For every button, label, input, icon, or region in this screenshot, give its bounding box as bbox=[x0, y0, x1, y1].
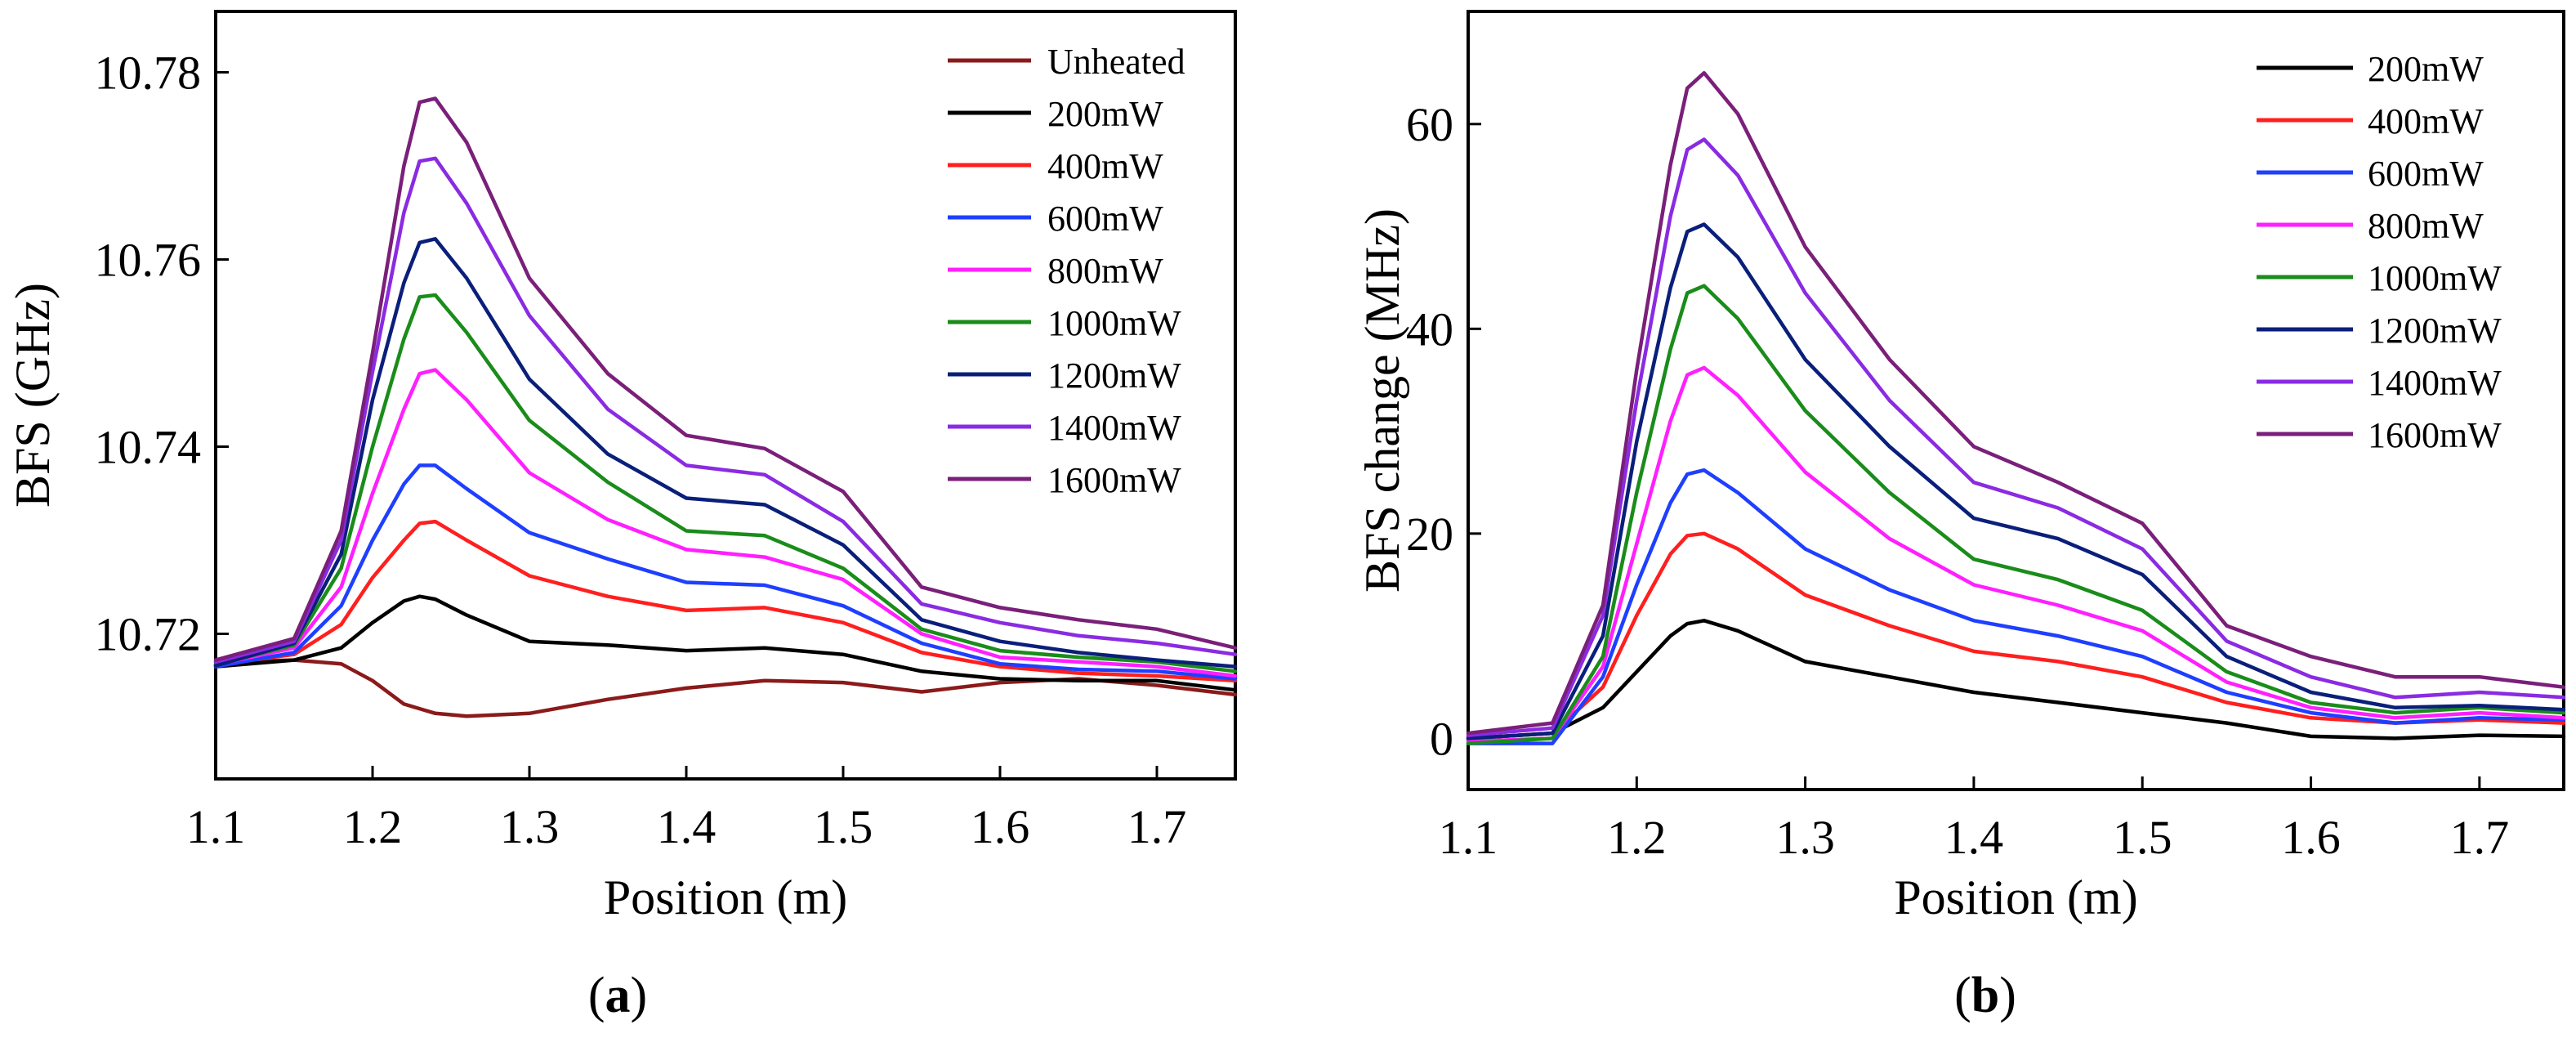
panel-label-b-letter: b bbox=[1971, 968, 1999, 1023]
legend-b: 200mW 400mW 600mW 800mW 1000mW 1200mW 1400mW 16… bbox=[2257, 49, 2502, 455]
plot-frame-b bbox=[1467, 10, 2565, 791]
legend-label: 200mW bbox=[1047, 94, 1163, 134]
legend-label: 800mW bbox=[2368, 206, 2484, 246]
x-tick-label: 1.3 bbox=[500, 800, 560, 853]
x-tick-label: 1.2 bbox=[343, 800, 403, 853]
legend-label: 400mW bbox=[1047, 146, 1163, 186]
y-tick-label: 10.72 bbox=[95, 608, 202, 661]
panel-a: 1.1 1.2 1.3 1.4 1.5 1.6 1.7 10.72 10.74 10.76 10.7… bbox=[6, 10, 1238, 1023]
ticks-a: 1.1 1.2 1.3 1.4 1.5 1.6 1.7 10.72 10.74 10.76 10.7… bbox=[95, 46, 1187, 853]
x-tick-label: 1.6 bbox=[2281, 811, 2341, 864]
series-line-unheated bbox=[213, 658, 1238, 718]
legend-label: 200mW bbox=[2368, 49, 2484, 89]
y-tick-label: 20 bbox=[1406, 508, 1453, 561]
x-tick-label: 1.5 bbox=[814, 800, 873, 853]
legend-a: Unheated 200mW 400mW 600mW 800mW 1000mW 1200mW… bbox=[948, 42, 1185, 500]
x-tick-label: 1.4 bbox=[1944, 811, 2004, 864]
y-tick-label: 60 bbox=[1406, 98, 1453, 151]
series-line-1000mw bbox=[213, 293, 1238, 673]
y-tick-label: 10.78 bbox=[95, 46, 202, 99]
x-tick-label: 1.7 bbox=[2450, 811, 2510, 864]
panel-label-b: (b) bbox=[1954, 968, 2016, 1023]
x-tick-label: 1.4 bbox=[657, 800, 717, 853]
x-tick-label: 1.6 bbox=[971, 800, 1030, 853]
series-line-200mw bbox=[1466, 619, 2566, 740]
ticks-b: 1.1 1.2 1.3 1.4 1.5 1.6 1.7 0 20 40 60 bbox=[1406, 98, 2509, 864]
y-tick-label: 10.76 bbox=[95, 233, 202, 286]
legend-label: 600mW bbox=[1047, 199, 1163, 239]
legend-label: 1600mW bbox=[2368, 415, 2502, 455]
y-tick-label: 10.74 bbox=[95, 420, 202, 473]
legend-label: Unheated bbox=[1047, 42, 1185, 82]
x-tick-label: 1.1 bbox=[186, 800, 246, 853]
legend-label: 1000mW bbox=[2368, 258, 2502, 298]
x-tick-label: 1.1 bbox=[1439, 811, 1498, 864]
series-line-1400mw bbox=[213, 156, 1238, 664]
panel-b: 1.1 1.2 1.3 1.4 1.5 1.6 1.7 0 20 40 60 200mW 400mW 6… bbox=[1355, 10, 2566, 1023]
series-line-1600mw bbox=[1466, 70, 2566, 736]
series-line-400mw bbox=[213, 519, 1238, 683]
series-line-600mw bbox=[213, 463, 1238, 681]
series-line-600mw bbox=[1466, 468, 2566, 745]
panel-label-a-open: ( bbox=[588, 968, 605, 1023]
legend-label: 400mW bbox=[2368, 101, 2484, 141]
series-line-1200mw bbox=[213, 237, 1238, 669]
x-tick-label: 1.2 bbox=[1607, 811, 1667, 864]
series-line-1200mw bbox=[1466, 222, 2566, 740]
y-axis-title-b: BFS change (MHz) bbox=[1355, 208, 1409, 593]
series-line-200mw bbox=[213, 594, 1238, 692]
series-line-800mw bbox=[1466, 365, 2566, 744]
series-line-1600mw bbox=[213, 96, 1238, 662]
legend-label: 1600mW bbox=[1047, 460, 1181, 500]
panel-label-a-letter: a bbox=[605, 968, 631, 1023]
legend-label: 1200mW bbox=[2368, 311, 2502, 351]
series-a bbox=[213, 96, 1238, 718]
x-tick-label: 1.5 bbox=[2113, 811, 2172, 864]
panel-label-a-close: ) bbox=[631, 968, 648, 1023]
panel-label-a: (a) bbox=[588, 968, 647, 1023]
series-line-400mw bbox=[1466, 531, 2566, 740]
legend-label: 1400mW bbox=[1047, 408, 1181, 448]
series-line-800mw bbox=[213, 368, 1238, 678]
y-tick-label: 0 bbox=[1430, 712, 1453, 765]
legend-label: 800mW bbox=[1047, 251, 1163, 291]
y-tick-label: 40 bbox=[1406, 302, 1453, 356]
legend-label: 1200mW bbox=[1047, 356, 1181, 396]
x-axis-title-a: Position (m) bbox=[604, 870, 847, 924]
y-axis-title-a: BFS (GHz) bbox=[6, 283, 60, 508]
series-line-1000mw bbox=[1466, 284, 2566, 745]
panel-label-b-close: ) bbox=[1999, 968, 2016, 1023]
legend-label: 600mW bbox=[2368, 154, 2484, 194]
x-tick-label: 1.7 bbox=[1127, 800, 1187, 853]
panel-label-b-open: ( bbox=[1954, 968, 1971, 1023]
legend-label: 1000mW bbox=[1047, 303, 1181, 343]
x-axis-title-b: Position (m) bbox=[1894, 870, 2137, 924]
legend-label: 1400mW bbox=[2368, 363, 2502, 403]
series-b bbox=[1466, 70, 2566, 745]
plot-frame-a bbox=[214, 10, 1237, 781]
series-line-1400mw bbox=[1466, 137, 2566, 737]
x-tick-label: 1.3 bbox=[1775, 811, 1835, 864]
